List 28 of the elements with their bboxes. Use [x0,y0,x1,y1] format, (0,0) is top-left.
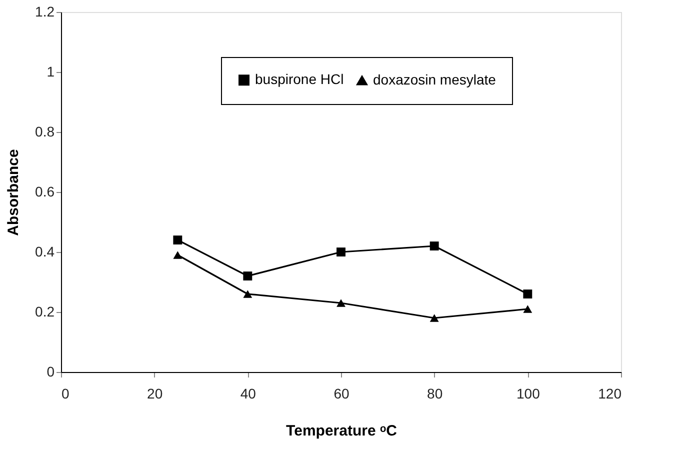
y-tick-label: 0.4 [35,244,55,260]
point [243,272,252,280]
x-tick-label: 80 [427,386,443,402]
y-tick-label: 0.8 [35,124,55,140]
point [336,299,346,307]
y-tick-label: 0.2 [35,304,55,320]
point [430,242,439,250]
x-tick-label: 20 [147,386,163,402]
point [430,314,439,322]
point [336,248,346,256]
x-tick-label: 0 [62,386,70,402]
point [243,290,252,298]
y-axis-title: Absorbance [5,149,22,236]
y-tick-label: 1 [46,64,55,80]
point [523,305,532,313]
point [173,236,182,244]
x-axis-title: Temperature ᵒC [286,422,398,440]
point [173,251,182,259]
x-tick-label: 100 [516,386,540,402]
point [523,290,532,298]
y-tick-label: 0 [46,364,55,380]
x-tick-label: 60 [334,386,350,402]
y-tick-label: 0.6 [35,184,55,200]
legend-label: doxazosin mesylate [373,71,496,88]
x-tick-label: 120 [598,386,622,402]
y-tick-label: 1.2 [35,4,55,20]
legend-label: buspirone HCl [255,71,344,88]
x-tick-label: 40 [240,386,256,402]
